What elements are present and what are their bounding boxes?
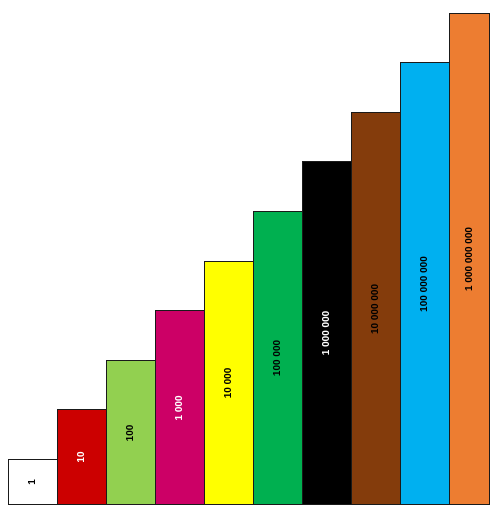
place-value-label: 100 000 [272,339,283,377]
place-value-label: 10 000 [223,367,234,399]
place-value-bar: 1 000 [155,310,205,505]
place-value-bar: 100 000 000 [400,62,450,505]
place-value-bar: 100 [106,360,156,505]
place-value-label: 1 000 [174,394,185,421]
place-value-bar: 1 [8,459,58,505]
place-value-bar: 1 000 000 000 [449,13,490,505]
place-value-bar: 1 000 000 [302,161,352,505]
place-value-bar: 10 [57,409,107,505]
place-value-bar: 100 000 [253,211,303,505]
place-value-label: 10 [76,451,87,463]
place-value-label: 100 000 000 [419,255,430,312]
place-value-bar: 10 000 000 [351,112,401,505]
place-value-label: 1 [27,479,38,485]
place-value-label: 10 000 000 [370,283,381,334]
place-value-bar: 10 000 [204,261,254,505]
place-value-label: 100 [125,424,136,441]
place-value-label: 1 000 000 [321,310,332,356]
place-value-label: 1 000 000 000 [463,227,475,291]
